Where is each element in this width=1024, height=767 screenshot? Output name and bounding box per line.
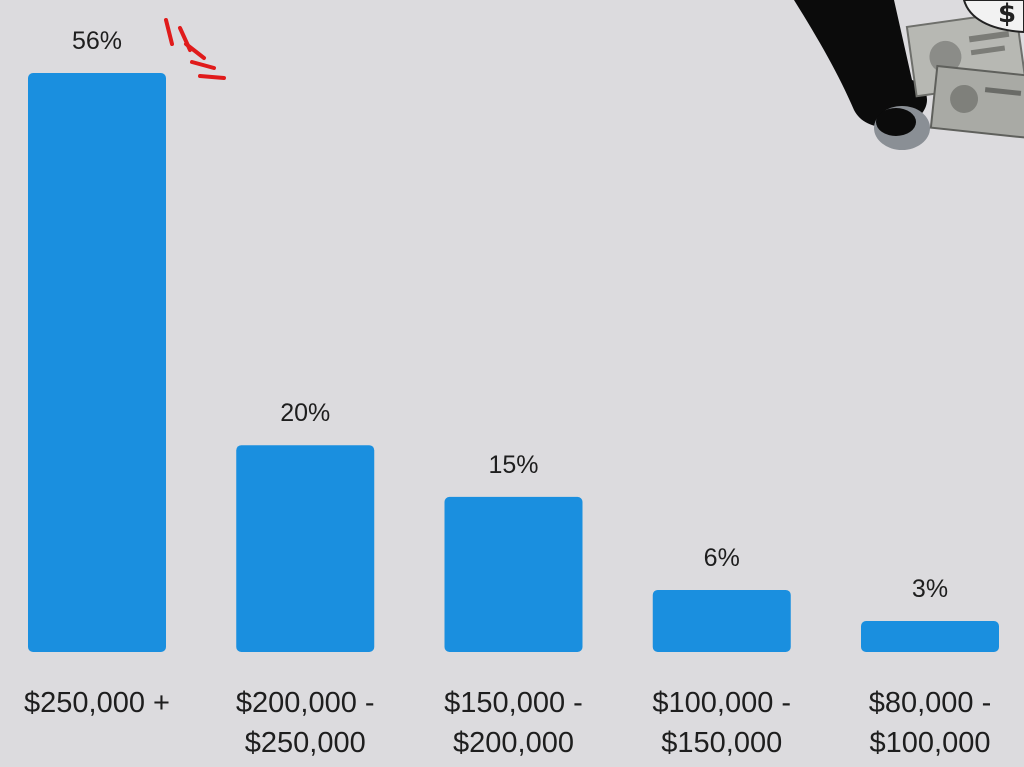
category-label-3-line-1: $150,000 - (444, 687, 583, 719)
bar-4 (652, 589, 791, 652)
category-label-1-line-1: $250,000 + (24, 687, 170, 719)
bar-2 (236, 445, 375, 652)
bar-3 (444, 496, 583, 652)
svg-text:$: $ (998, 0, 1016, 29)
category-labels-group: $250,000 + $200,000 - $250,000 $150,000 - $2… (24, 687, 991, 759)
bar-5 (861, 620, 999, 652)
emphasis-lines-icon (164, 18, 226, 80)
category-label-4-line-1: $100,000 - (652, 687, 791, 719)
value-label-5: 3% (912, 575, 948, 603)
value-label-1: 56% (72, 27, 122, 55)
value-label-2: 20% (280, 399, 330, 427)
category-label-5-line-2: $100,000 (870, 727, 991, 759)
value-labels-group: 56% 20% 15% 6% 3% (72, 27, 948, 603)
bars-group (28, 73, 999, 652)
category-label-5-line-1: $80,000 - (869, 687, 992, 719)
bar-1 (28, 73, 166, 652)
category-label-3-line-2: $200,000 (453, 727, 574, 759)
value-label-4: 6% (704, 544, 740, 572)
category-label-2-line-2: $250,000 (245, 727, 366, 759)
money-bag-with-banknotes-icon: $ (794, 0, 1024, 150)
category-label-4-line-2: $150,000 (661, 727, 782, 759)
category-label-2-line-1: $200,000 - (236, 687, 375, 719)
value-label-3: 15% (488, 451, 538, 479)
